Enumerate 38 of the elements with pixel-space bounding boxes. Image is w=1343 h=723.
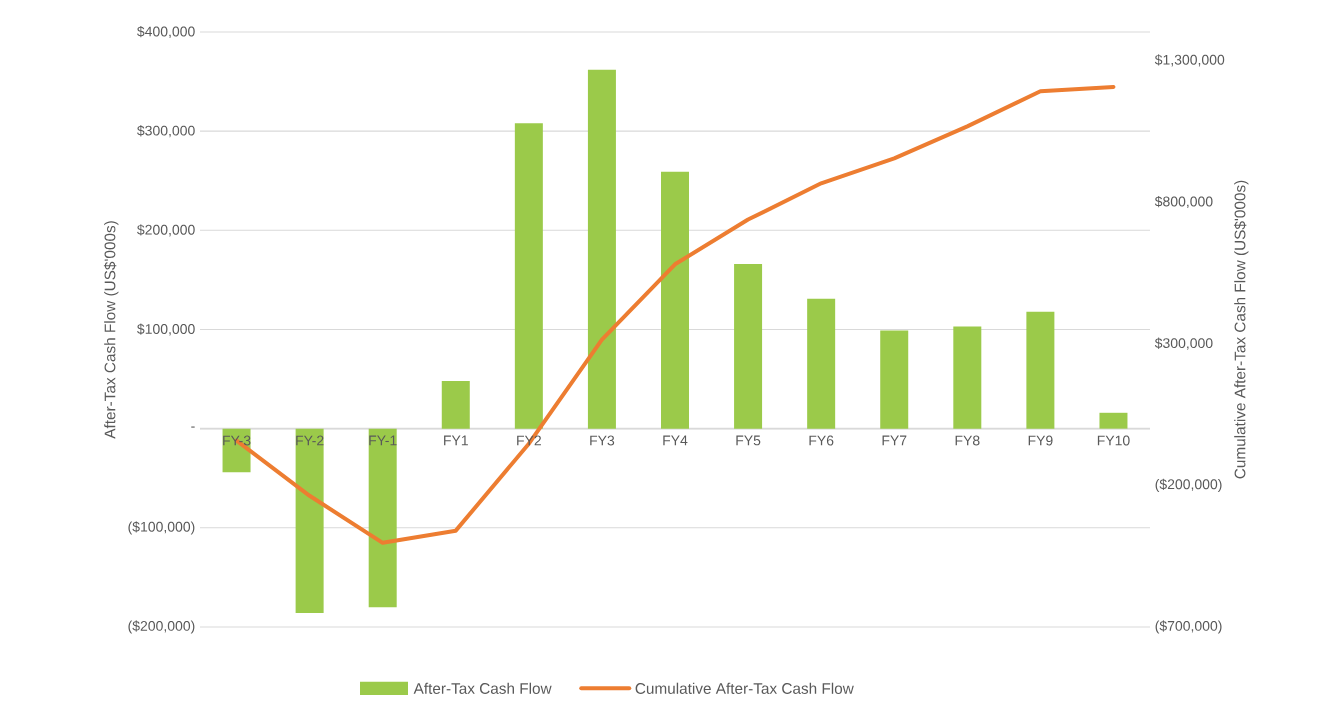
y-tick-label: $100,000 [137,323,195,336]
bar [368,428,397,608]
x-tick-label: FY1 [444,435,468,446]
bar [295,428,324,614]
bar [1099,412,1128,429]
x-tick-label: FY6 [809,435,834,446]
y-tick-label: $300,000 [137,125,195,138]
bar [587,69,616,429]
bar [661,171,689,429]
y2-tick-label: ($200,000) [1155,478,1222,492]
y2-axis-title: Cumulative After-Tax Cash Flow (US$'000s) [1233,180,1249,479]
bar [441,381,470,429]
y2-tick-label: ($700,000) [1155,620,1222,634]
x-tick-label: FY10 [1097,435,1130,446]
x-tick-label: FY7 [882,435,907,446]
bar [1026,311,1055,429]
x-tick-label: FY5 [736,435,761,446]
x-tick-label: FY8 [955,435,980,446]
y2-tick-label: $1,300,000 [1154,54,1225,67]
y-tick-label: $400,000 [137,25,195,39]
y-tick-label: ($100,000) [128,521,195,535]
x-tick-label: FY4 [663,435,688,446]
x-tick-label: FY-1 [369,435,397,446]
bar [953,326,982,429]
y2-tick-label: $300,000 [1154,337,1213,350]
x-tick-label: FY9 [1028,435,1053,446]
bar [514,123,543,429]
bar [880,330,909,429]
y-axis-title: After-Tax Cash Flow (US$'000s) [103,221,119,439]
legend-label: After-Tax Cash Flow [413,682,552,694]
y2-tick-label: $800,000 [1154,195,1213,209]
y-tick-label: - [191,426,195,428]
y-tick-label: ($200,000) [128,620,195,634]
bar [807,298,836,429]
x-tick-label: FY3 [590,435,615,446]
legend-label: Cumulative After-Tax Cash Flow [635,682,854,694]
bar [734,264,763,429]
y-tick-label: $200,000 [137,224,195,237]
